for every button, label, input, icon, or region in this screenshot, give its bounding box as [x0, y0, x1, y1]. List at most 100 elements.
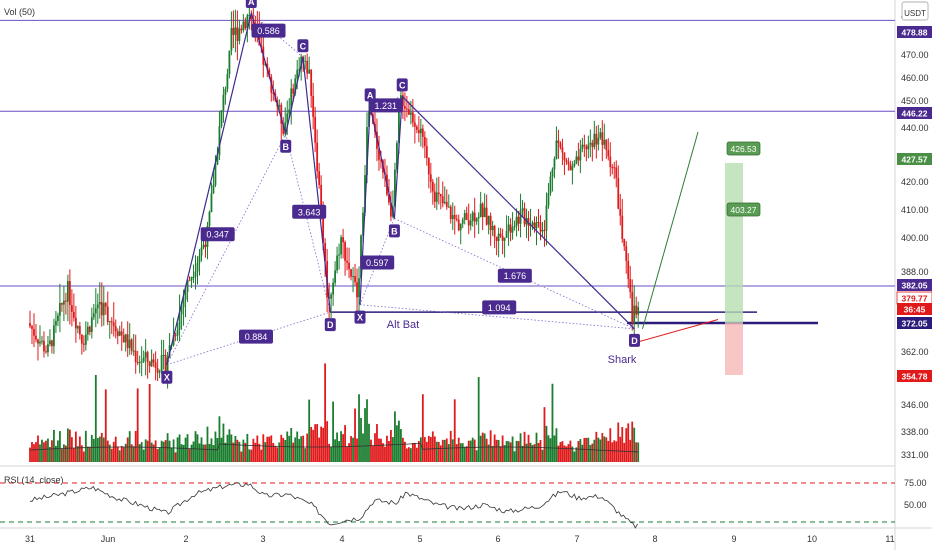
volume-bar — [206, 426, 209, 462]
time-tick-label: 8 — [652, 534, 657, 544]
volume-bar — [238, 441, 241, 462]
volume-bar — [246, 433, 249, 462]
time-tick-label: Jun — [101, 534, 116, 544]
volume-bar — [184, 437, 187, 462]
volume-bar — [396, 425, 398, 462]
volume-bar — [392, 437, 394, 462]
volume-bar — [409, 448, 412, 462]
volume-bar — [288, 435, 291, 462]
time-tick-label: 5 — [417, 534, 422, 544]
volume-bar — [589, 445, 592, 462]
candle-body — [431, 181, 434, 192]
volume-bar — [525, 443, 528, 462]
volume-bar — [565, 446, 568, 462]
volume-bar — [473, 439, 476, 462]
candle-body — [597, 137, 600, 145]
candle-body — [483, 207, 486, 218]
candle-body — [609, 156, 612, 168]
volume-bar — [192, 441, 195, 462]
ratio-label: 3.643 — [292, 204, 327, 219]
volume-bar — [180, 444, 183, 462]
candle-body — [218, 126, 221, 156]
volume-bar — [300, 436, 303, 462]
volume-bar — [571, 446, 574, 462]
volume-bar — [332, 401, 335, 462]
point-label-text: D — [631, 336, 638, 346]
volume-bar — [413, 442, 416, 462]
candle-body — [234, 27, 237, 35]
volume-bar — [455, 444, 458, 462]
candle-body — [625, 246, 628, 261]
candle-body — [439, 194, 442, 197]
candle-body — [138, 362, 141, 364]
price-tag-box — [897, 317, 932, 329]
ratio-label: 0.597 — [360, 255, 395, 270]
volume-bar — [152, 444, 155, 462]
candle-body — [216, 155, 219, 165]
target-value: 403.27 — [731, 205, 757, 215]
candle-body — [569, 164, 572, 171]
volume-bar — [302, 435, 305, 462]
candle-body — [164, 354, 167, 372]
candle-body — [288, 109, 291, 114]
candle-body — [150, 359, 153, 367]
candle-body — [180, 307, 183, 315]
volume-bar — [158, 447, 161, 462]
candle-body — [196, 262, 199, 272]
candle-body — [545, 205, 548, 231]
candle-body — [35, 335, 37, 340]
price-tick-label: 346.00 — [901, 400, 929, 410]
candle-body — [114, 326, 117, 332]
target-label: 426.53 — [726, 141, 761, 156]
volume-bar — [314, 424, 317, 462]
candle-body — [248, 14, 251, 16]
candle-body — [342, 237, 344, 243]
candle-body — [100, 301, 103, 316]
candle-body — [543, 229, 546, 231]
volume-bar — [539, 439, 542, 462]
fib-line-bd — [285, 133, 331, 313]
volume-bar — [272, 443, 275, 462]
candle-body — [587, 144, 590, 150]
candle-body — [591, 142, 594, 147]
candle-body — [366, 127, 368, 176]
volume-bar — [577, 441, 580, 462]
candle-body — [144, 352, 147, 358]
candle-body — [453, 215, 456, 219]
volume-bar — [513, 451, 516, 462]
candle-body — [292, 88, 295, 94]
volume-bar — [573, 451, 576, 462]
volume-bar — [627, 423, 630, 462]
volume-bar — [559, 442, 562, 462]
volume-bar — [140, 442, 143, 462]
volume-bar — [485, 438, 488, 462]
fib-line-ac — [251, 12, 304, 58]
volume-bar — [354, 408, 356, 462]
volume-bar — [41, 439, 43, 462]
price-tick-label: 400.00 — [901, 233, 929, 243]
volume-bar — [84, 430, 87, 462]
volume-bar — [222, 423, 225, 462]
candle-body — [64, 300, 67, 302]
candle-body — [29, 323, 31, 327]
candle-body — [623, 239, 626, 247]
time-tick-label: 4 — [339, 534, 344, 544]
candle-body — [535, 221, 538, 229]
profit-zone — [725, 163, 743, 323]
candle-body — [298, 69, 301, 71]
candle-body — [184, 291, 187, 300]
candle-body — [405, 108, 408, 110]
volume-bar — [366, 399, 368, 462]
volume-bar — [370, 439, 372, 462]
volume-bar — [276, 447, 279, 462]
volume-bar — [310, 426, 313, 462]
volume-bar — [290, 428, 293, 462]
candle-body — [469, 220, 472, 226]
candle-body — [176, 329, 179, 336]
candle-body — [78, 326, 81, 335]
volume-bar — [625, 428, 628, 462]
price-tag-text: 427.57 — [902, 155, 928, 165]
fib-line-xb — [166, 133, 287, 365]
